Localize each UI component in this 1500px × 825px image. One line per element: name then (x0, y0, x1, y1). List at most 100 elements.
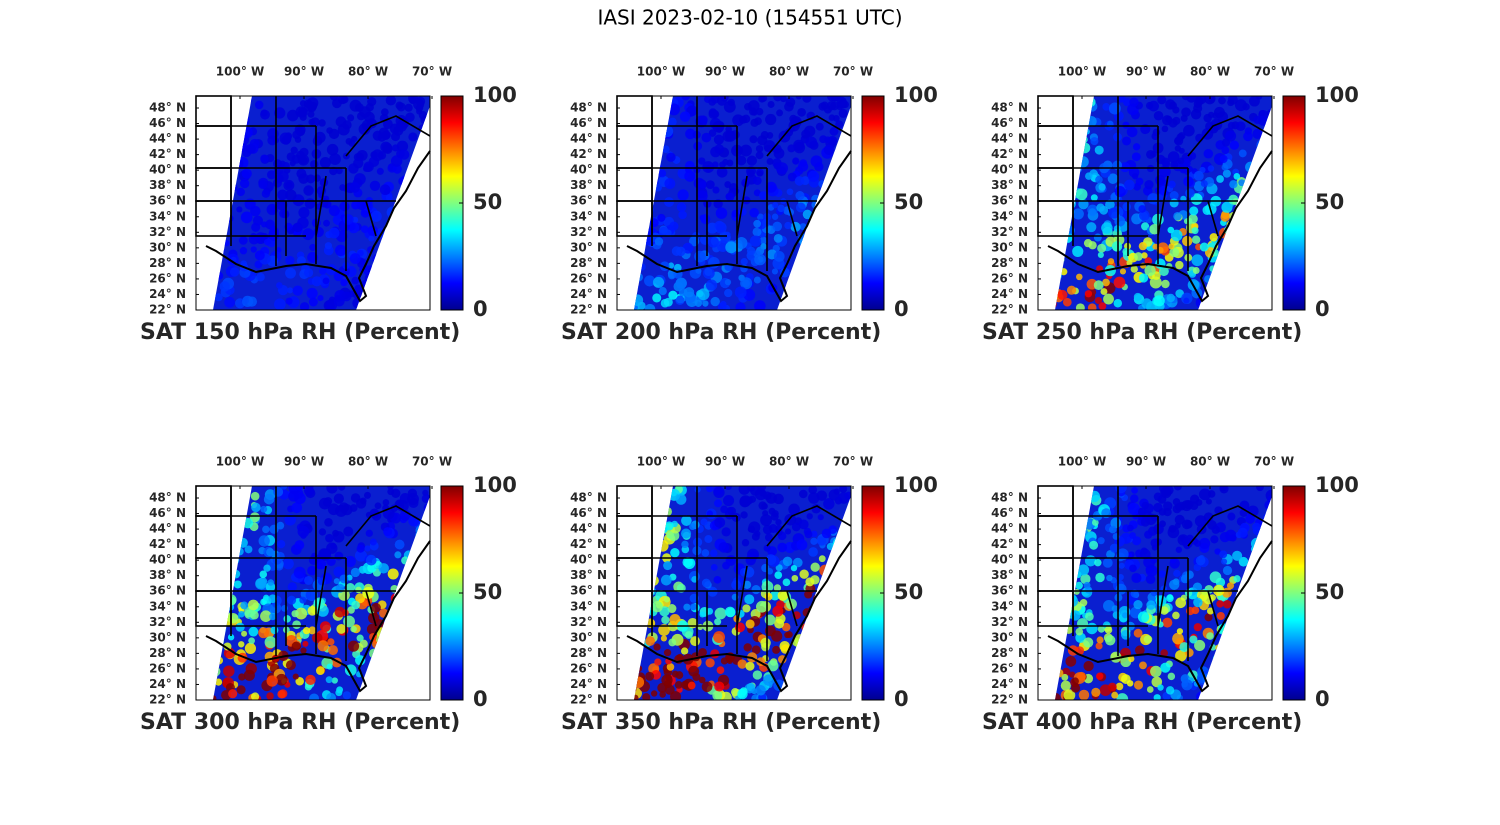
state-outline (616, 557, 653, 592)
lat-tick-label: 32° N (991, 225, 1028, 239)
lat-tick-label: 42° N (570, 147, 607, 161)
axes-box (616, 95, 852, 311)
lon-tick-label: 70° W (1254, 455, 1294, 469)
lat-tick-label: 24° N (570, 677, 607, 691)
map-panel: 100° W 90° W 80° W 70° W 22° N 24° N 26° N28° … (982, 455, 1359, 736)
lat-tick-label: 48° N (149, 491, 186, 505)
state-outline (1037, 515, 1074, 559)
lat-tick-label: 36° N (570, 584, 607, 598)
state-outline (1037, 167, 1074, 202)
lat-tick-label: 24° N (991, 677, 1028, 691)
state-outline (195, 515, 232, 559)
lat-tick-label: 24° N (149, 677, 186, 691)
lat-tick-label: 44° N (570, 522, 607, 536)
lon-tick-label: 70° W (833, 455, 873, 469)
state-outline (195, 125, 232, 169)
lat-tick-label: 44° N (570, 132, 607, 146)
lon-tick-label: 100° W (1058, 65, 1106, 79)
state-outline (616, 200, 653, 237)
state-outline (195, 590, 232, 627)
lat-tick-label: 22° N (570, 303, 607, 317)
lat-tick-label: 26° N (570, 271, 607, 285)
colorbar-tick-label: 100 (473, 473, 517, 497)
axes-box (195, 95, 431, 311)
lat-tick-label: 36° N (149, 584, 186, 598)
map-panel: 100° W 90° W 80° W 70° W 22° N 24° N 26° N28° … (140, 455, 517, 736)
panel-title: SAT 250 hPa RH (Percent) (982, 320, 1302, 345)
lat-tick-label: 48° N (991, 101, 1028, 115)
lat-tick-label: 44° N (991, 522, 1028, 536)
lon-tick-label: 100° W (637, 65, 685, 79)
lat-tick-label: 46° N (991, 116, 1028, 130)
colorbar-tick-label: 100 (894, 83, 938, 107)
lat-tick-label: 24° N (570, 287, 607, 301)
lat-tick-label: 40° N (570, 163, 607, 177)
lon-tick-label: 80° W (769, 65, 809, 79)
lat-tick-label: 22° N (570, 693, 607, 707)
panel-title: SAT 400 hPa RH (Percent) (982, 710, 1302, 735)
axes-box (1037, 95, 1273, 311)
lat-tick-label: 22° N (991, 303, 1028, 317)
colorbar-tick-label: 50 (894, 580, 923, 604)
lon-tick-label: 90° W (705, 455, 745, 469)
lat-tick-label: 38° N (149, 178, 186, 192)
lat-tick-label: 28° N (570, 646, 607, 660)
lat-tick-label: 42° N (991, 147, 1028, 161)
lat-tick-label: 26° N (149, 271, 186, 285)
map-panel: 100° W 90° W 80° W 70° W 22° N 24° N 26° N28° … (561, 65, 938, 346)
lon-tick-label: 80° W (769, 455, 809, 469)
lat-tick-label: 24° N (149, 287, 186, 301)
lon-tick-label: 100° W (637, 455, 685, 469)
lon-tick-label: 100° W (216, 65, 264, 79)
state-outline (616, 167, 653, 202)
state-outline (616, 485, 653, 517)
lat-tick-label: 26° N (149, 661, 186, 675)
lat-tick-label: 42° N (149, 147, 186, 161)
lat-tick-label: 46° N (991, 506, 1028, 520)
state-outline (616, 95, 653, 127)
colorbar-tick-label: 100 (473, 83, 517, 107)
lat-tick-label: 28° N (991, 646, 1028, 660)
lat-tick-label: 30° N (570, 240, 607, 254)
figure-title: IASI 2023-02-10 (154551 UTC) (597, 6, 902, 30)
lon-tick-label: 70° W (412, 455, 452, 469)
colorbar-tick-label: 0 (473, 297, 488, 321)
lat-tick-label: 30° N (991, 240, 1028, 254)
lat-tick-label: 36° N (991, 584, 1028, 598)
lon-tick-label: 90° W (284, 65, 324, 79)
lat-tick-label: 32° N (149, 225, 186, 239)
lat-tick-label: 46° N (570, 506, 607, 520)
panel-title: SAT 300 hPa RH (Percent) (140, 710, 460, 735)
state-outline (616, 590, 653, 627)
lat-tick-label: 36° N (991, 194, 1028, 208)
lon-tick-label: 70° W (833, 65, 873, 79)
lat-tick-label: 48° N (570, 491, 607, 505)
lat-tick-label: 30° N (149, 630, 186, 644)
lat-tick-label: 38° N (149, 568, 186, 582)
lat-tick-label: 38° N (991, 568, 1028, 582)
lat-tick-label: 40° N (991, 553, 1028, 567)
state-outline (1037, 125, 1074, 169)
lat-tick-label: 42° N (570, 537, 607, 551)
lat-tick-label: 44° N (991, 132, 1028, 146)
lat-tick-label: 30° N (991, 630, 1028, 644)
state-outline (616, 515, 653, 559)
lat-tick-label: 28° N (149, 256, 186, 270)
map-panel: 100° W 90° W 80° W 70° W 22° N 24° N 26° N28° … (140, 65, 517, 346)
lon-tick-label: 100° W (216, 455, 264, 469)
lat-tick-label: 34° N (991, 209, 1028, 223)
lat-tick-label: 28° N (991, 256, 1028, 270)
lat-tick-label: 30° N (570, 630, 607, 644)
coastline (1047, 150, 1273, 303)
lat-tick-label: 42° N (991, 537, 1028, 551)
lat-tick-label: 28° N (570, 256, 607, 270)
lat-tick-label: 40° N (991, 163, 1028, 177)
lat-tick-label: 26° N (570, 661, 607, 675)
panel-title: SAT 350 hPa RH (Percent) (561, 710, 881, 735)
lat-tick-label: 24° N (991, 287, 1028, 301)
panel-title: SAT 200 hPa RH (Percent) (561, 320, 881, 345)
lat-tick-label: 32° N (570, 225, 607, 239)
state-outline (195, 557, 232, 592)
coastline (626, 540, 852, 693)
state-outline (1037, 485, 1074, 517)
